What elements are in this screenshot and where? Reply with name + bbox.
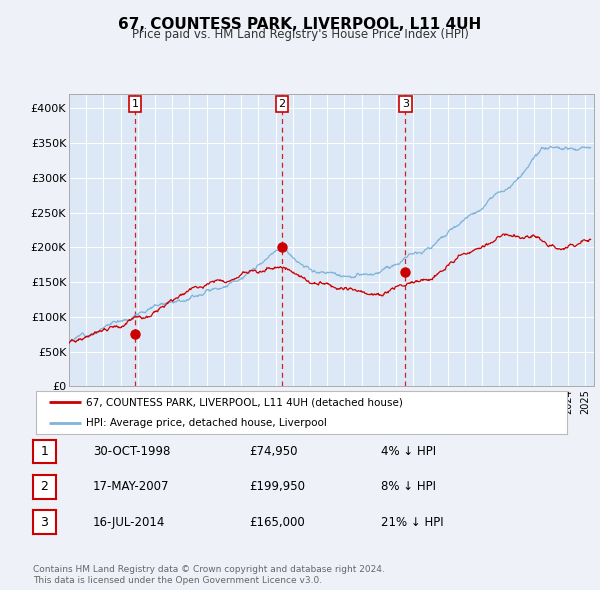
Text: 2: 2: [40, 480, 49, 493]
Text: 67, COUNTESS PARK, LIVERPOOL, L11 4UH: 67, COUNTESS PARK, LIVERPOOL, L11 4UH: [118, 17, 482, 31]
Text: 2: 2: [278, 99, 286, 109]
Text: 21% ↓ HPI: 21% ↓ HPI: [381, 516, 443, 529]
Text: 17-MAY-2007: 17-MAY-2007: [93, 480, 170, 493]
Text: 16-JUL-2014: 16-JUL-2014: [93, 516, 166, 529]
Text: 4% ↓ HPI: 4% ↓ HPI: [381, 445, 436, 458]
Text: Contains HM Land Registry data © Crown copyright and database right 2024.
This d: Contains HM Land Registry data © Crown c…: [33, 565, 385, 585]
Text: £165,000: £165,000: [249, 516, 305, 529]
Text: 67, COUNTESS PARK, LIVERPOOL, L11 4UH (detached house): 67, COUNTESS PARK, LIVERPOOL, L11 4UH (d…: [86, 397, 403, 407]
Text: 1: 1: [40, 445, 49, 458]
Text: 8% ↓ HPI: 8% ↓ HPI: [381, 480, 436, 493]
Text: 3: 3: [40, 516, 49, 529]
Text: Price paid vs. HM Land Registry's House Price Index (HPI): Price paid vs. HM Land Registry's House …: [131, 28, 469, 41]
Text: HPI: Average price, detached house, Liverpool: HPI: Average price, detached house, Live…: [86, 418, 328, 428]
Text: 1: 1: [131, 99, 139, 109]
Text: £74,950: £74,950: [249, 445, 298, 458]
Text: 3: 3: [402, 99, 409, 109]
Text: £199,950: £199,950: [249, 480, 305, 493]
Text: 30-OCT-1998: 30-OCT-1998: [93, 445, 170, 458]
